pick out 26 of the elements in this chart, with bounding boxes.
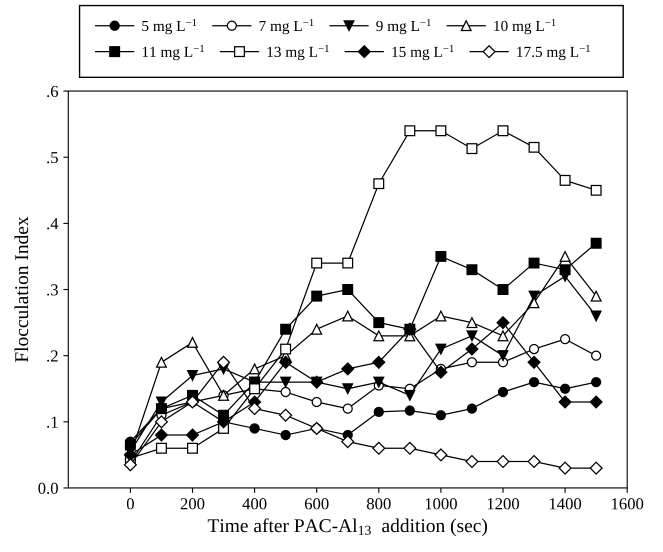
x-tick-label: 600 (304, 498, 329, 510)
y-tick-label: 0.0 (38, 482, 58, 494)
y-axis-title: Flocculation Index (14, 216, 28, 362)
y-tick-label: .5 (47, 152, 58, 164)
legend-label: 13 mg L$^{−1}$ (268, 44, 329, 60)
y-tick-label: .4 (47, 218, 58, 230)
legend-label: 7 mg L$^{−1}$ (260, 18, 314, 34)
x-tick-label: 1200 (488, 498, 520, 510)
legend-label: 9 mg L$^{−1}$ (376, 18, 431, 34)
x-axis-title: Time after PAC-Al$_{13}$ addition (sec) (208, 518, 488, 536)
legend-label: 11 mg L$^{−1}$ (142, 44, 204, 60)
x-tick-label: 400 (242, 498, 266, 510)
y-tick-label: .1 (47, 416, 58, 428)
x-tick-label: 800 (366, 498, 391, 510)
x-tick-label: 0 (126, 498, 134, 510)
x-tick-label: 1400 (550, 498, 582, 510)
y-tick-label: .6 (47, 86, 58, 98)
x-tick-label: 1000 (426, 498, 457, 510)
legend-label: 17.5 mg L$^{−1}$ (517, 44, 590, 60)
legend-label: 5 mg L$^{−1}$ (142, 18, 196, 34)
x-tick-label: 200 (180, 498, 204, 510)
x-tick-label: 1600 (612, 498, 644, 510)
legend-label: 15 mg L$^{−1}$ (392, 44, 454, 60)
legend-label: 10 mg L$^{−1}$ (494, 18, 556, 34)
y-tick-label: .3 (47, 284, 58, 296)
y-tick-label: .2 (47, 350, 58, 362)
